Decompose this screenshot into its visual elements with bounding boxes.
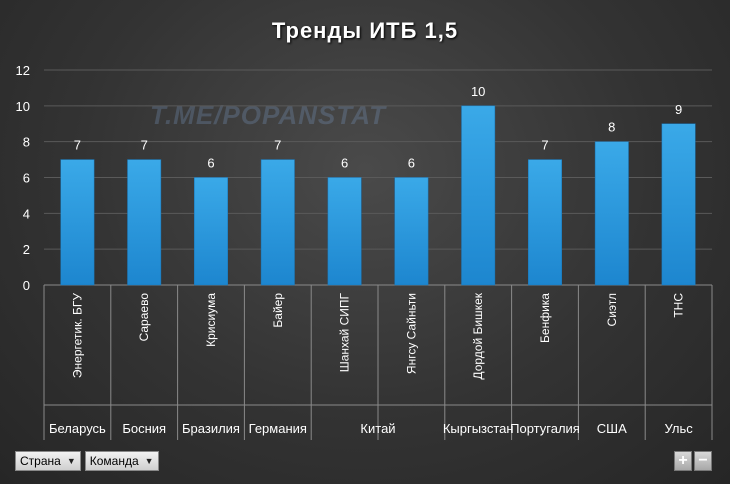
- x-tick-label: Энергетик. БГУ: [70, 293, 84, 378]
- data-labels: 7 7 6 7 6 6 10 7 8 9: [74, 84, 682, 171]
- x-tick-label: Сараево: [137, 293, 151, 342]
- filter-controls: Страна ▼ Команда ▼: [15, 451, 159, 471]
- x-tick-label: Дордой Бишкек: [471, 292, 485, 379]
- bar: [60, 159, 95, 286]
- data-label: 9: [675, 102, 682, 117]
- chevron-down-icon: ▼: [66, 456, 76, 466]
- x-tick-label: ТНС: [672, 293, 686, 318]
- y-tick-label: 2: [23, 242, 30, 257]
- y-tick-label: 6: [23, 171, 30, 186]
- group-label: Германия: [249, 421, 307, 436]
- y-tick-label: 12: [16, 63, 30, 78]
- x-tick-label: Крисиума: [204, 293, 218, 347]
- team-filter-dropdown[interactable]: Команда ▼: [84, 451, 159, 471]
- team-filter-label: Команда: [89, 454, 139, 468]
- bar: [461, 105, 496, 286]
- y-axis-ticks: 0 2 4 6 8 10 12: [16, 63, 30, 293]
- data-label: 6: [341, 156, 348, 171]
- x-tick-label: Сиэтл: [605, 293, 619, 326]
- data-label: 6: [207, 156, 214, 171]
- group-label: Бразилия: [182, 421, 240, 436]
- bar: [327, 177, 362, 286]
- chevron-down-icon: ▼: [144, 456, 154, 466]
- chart-title: Тренды ИТБ 1,5: [271, 18, 459, 43]
- x-tick-label: Янгсу Сайньти: [404, 293, 418, 374]
- group-label: Кыргызстан: [443, 421, 514, 436]
- data-label: 10: [471, 84, 485, 99]
- x-tick-label: Бенфика: [538, 293, 552, 343]
- x-tick-label: Байер: [271, 293, 285, 328]
- bar: [394, 177, 429, 286]
- bars: [60, 105, 696, 286]
- data-label: 7: [274, 138, 281, 153]
- data-label: 8: [608, 120, 615, 135]
- group-label: США: [597, 421, 627, 436]
- bar: [594, 141, 629, 286]
- x-tick-label: Шанхай СИПГ: [338, 293, 352, 373]
- bar: [661, 123, 696, 286]
- group-label: Китай: [360, 421, 395, 436]
- data-label: 6: [408, 156, 415, 171]
- data-label: 7: [74, 138, 81, 153]
- y-tick-label: 4: [23, 206, 30, 221]
- country-filter-dropdown[interactable]: Страна ▼: [15, 451, 81, 471]
- y-tick-label: 0: [23, 278, 30, 293]
- group-label: Ульс: [664, 421, 693, 436]
- collapse-button[interactable]: −: [694, 451, 712, 471]
- x-axis-groups: Беларусь Босния Бразилия Германия Китай Кыргы…: [49, 421, 693, 436]
- group-label: Босния: [122, 421, 166, 436]
- x-axis-categories: Энергетик. БГУ Сараево Крисиума Байер Шанхай…: [70, 292, 685, 379]
- y-tick-label: 10: [16, 99, 30, 114]
- group-label: Португалия: [510, 421, 580, 436]
- bar: [260, 159, 295, 286]
- bar: [194, 177, 228, 286]
- data-label: 7: [141, 138, 148, 153]
- zoom-controls: + −: [674, 451, 712, 471]
- y-tick-label: 8: [23, 135, 30, 150]
- data-label: 7: [541, 138, 548, 153]
- bar: [528, 159, 562, 286]
- watermark: T.ME/POPANSTAT: [150, 100, 386, 130]
- bar: [127, 159, 162, 286]
- expand-button[interactable]: +: [674, 451, 692, 471]
- country-filter-label: Страна: [20, 454, 61, 468]
- group-label: Беларусь: [49, 421, 106, 436]
